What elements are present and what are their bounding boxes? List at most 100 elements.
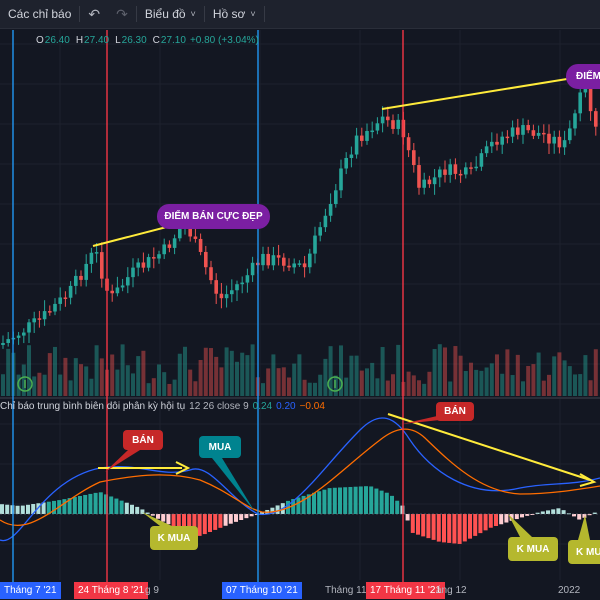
volume-bar	[172, 379, 177, 396]
histogram-bar	[587, 514, 592, 516]
k-mua-label-1: K MUA	[157, 532, 191, 544]
candle-body	[406, 137, 411, 151]
candle-body	[438, 169, 442, 178]
volume-bar	[58, 374, 63, 396]
histogram-bar	[572, 514, 576, 517]
candle-body	[339, 168, 343, 191]
candle-body	[349, 154, 354, 158]
indicator-legend[interactable]: Chỉ báo trung bình biên dôi phân kỳ hội …	[0, 401, 329, 412]
candle-body	[276, 255, 281, 258]
volume-bar	[292, 363, 297, 396]
candle-body	[594, 111, 598, 127]
candle-body	[146, 257, 151, 268]
trend-arrowhead	[175, 461, 191, 475]
candle-body	[323, 215, 328, 228]
volume-bar	[536, 352, 541, 396]
candle-body	[235, 284, 239, 291]
profile-menu-button[interactable]: Hồ sơ ˅	[205, 0, 264, 28]
volume-bar	[469, 362, 473, 396]
histogram-bar	[145, 512, 150, 514]
histogram-bar	[26, 504, 30, 514]
candle-body	[198, 238, 203, 252]
volume-bar	[349, 355, 354, 396]
candle-body	[365, 131, 369, 141]
date-badge-label: 17 Tháng 11 '21	[370, 585, 442, 596]
histogram-bar	[364, 486, 368, 514]
histogram-bar	[20, 505, 25, 514]
volume-bar	[406, 371, 411, 396]
low-label: L	[115, 34, 121, 46]
macd-line-value: 0.20	[276, 401, 296, 412]
ban-label-1: BÁN	[132, 434, 154, 446]
histogram-bar	[31, 504, 36, 514]
volume-bar	[578, 374, 583, 396]
volume-bar	[479, 370, 484, 396]
volume-bar	[141, 350, 146, 396]
histogram-bar	[296, 497, 301, 514]
volume-bar	[328, 346, 333, 396]
indicators-button[interactable]: Các chỉ báo	[0, 0, 79, 28]
histogram-bar	[161, 514, 166, 522]
volume-bar	[53, 346, 57, 396]
candle-body	[588, 83, 593, 112]
candle-body	[162, 244, 166, 255]
date-badge-4: 17 Tháng 11 '21	[366, 582, 446, 599]
candle-body	[547, 133, 551, 144]
volume-bar	[125, 365, 130, 396]
candle-body	[432, 177, 437, 185]
histogram-bar	[46, 501, 51, 514]
ohlc-legend: O 26.40 H 27.40 L 26.30 C 27.10 +0.80 (+3.04…	[0, 31, 600, 49]
histogram-bar	[551, 509, 556, 514]
callout-pointer	[212, 458, 255, 512]
trend-line	[381, 78, 568, 110]
signal-value: −0.04	[299, 401, 325, 412]
volume-bars	[1, 344, 598, 396]
histogram-bar	[171, 514, 176, 527]
histogram-bar	[15, 505, 20, 514]
histogram-bar	[358, 486, 363, 514]
volume-bar	[287, 377, 291, 396]
vertical-markers	[12, 30, 404, 582]
sell-point-bubble-2: ĐIỂM	[566, 64, 600, 89]
histogram-bar	[254, 514, 259, 515]
volume-bar	[89, 378, 94, 396]
histogram-bar	[327, 488, 332, 514]
redo-icon[interactable]: ↷	[116, 5, 128, 22]
candle-body	[328, 203, 333, 216]
histogram-bar	[249, 514, 254, 517]
candle-body	[505, 136, 510, 139]
undo-icon[interactable]: ↶	[88, 5, 101, 22]
volume-bar	[318, 374, 323, 396]
histogram-bar	[462, 514, 467, 542]
candle-body	[297, 263, 302, 265]
volume-bar	[110, 354, 115, 396]
histogram-bar	[535, 512, 540, 514]
volume-bar	[240, 352, 245, 396]
toolbar-divider	[135, 6, 137, 22]
candle-body	[464, 167, 468, 175]
histogram-bar	[312, 492, 316, 514]
change-value: +0.80 (+3.04%)	[189, 34, 259, 46]
sell-point-bubble: ĐIỂM BÁN CỰC ĐẸP	[157, 204, 270, 229]
volume-bar	[583, 355, 588, 396]
trend-arrowhead	[579, 473, 597, 487]
volume-bar	[552, 356, 557, 396]
histogram-bar	[410, 514, 415, 533]
charts-menu-button[interactable]: Biểu đồ ˅	[137, 0, 204, 28]
histogram-bar	[582, 514, 587, 518]
candle-body	[495, 141, 499, 145]
axis-label-dec: áng 12	[436, 585, 467, 596]
candle-body	[427, 179, 432, 185]
volume-bar	[354, 355, 359, 396]
volume-bar	[422, 383, 427, 396]
volume-bar	[167, 383, 172, 396]
volume-bar	[219, 367, 224, 396]
volume-bar	[120, 344, 125, 396]
volume-bar	[183, 346, 187, 396]
volume-bar	[515, 354, 520, 396]
volume-bar	[453, 346, 458, 396]
volume-bar	[510, 375, 515, 396]
chevron-down-icon: ˅	[190, 9, 196, 19]
candle-body	[287, 265, 291, 268]
